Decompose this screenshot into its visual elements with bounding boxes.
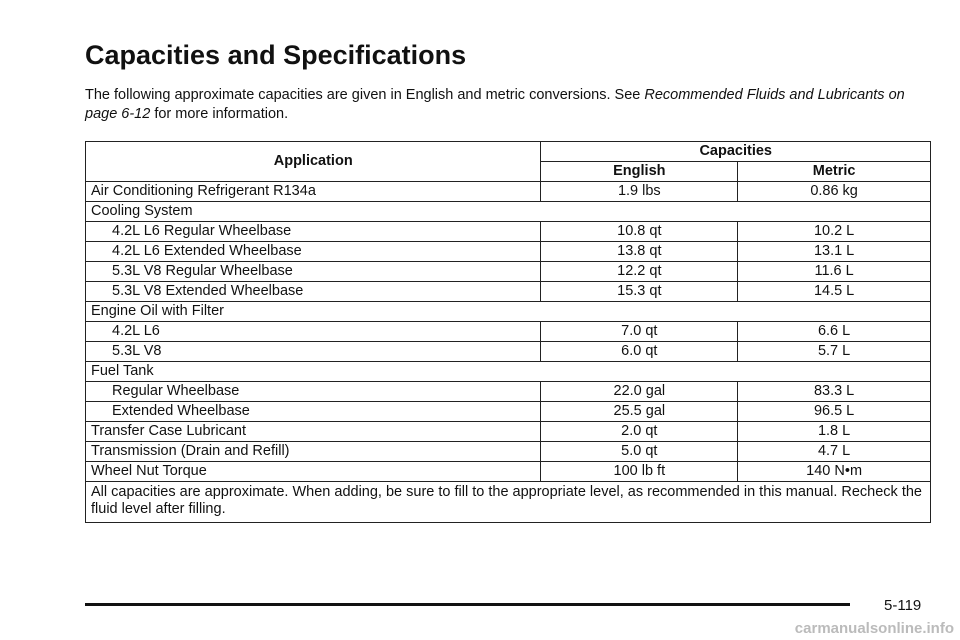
table-row: 5.3L V8 Regular Wheelbase 12.2 qt 11.6 L <box>84 261 931 282</box>
table-cell: 5.3L V8 Regular Wheelbase <box>84 261 542 282</box>
header-row: English Metric <box>86 161 931 182</box>
table-cell: 11.6 L <box>737 261 931 282</box>
header-cell: English <box>540 161 739 182</box>
table-cell: 7.0 qt <box>540 321 739 342</box>
table-cell: Air Conditioning Refrigerant R134a <box>84 181 542 202</box>
intro-text: for more information. <box>150 106 289 122</box>
header-cell: Capacities <box>540 141 931 162</box>
section-row: Cooling System <box>85 201 931 222</box>
table-cell: 1.8 L <box>737 421 931 442</box>
table-cell: Transfer Case Lubricant <box>84 421 542 442</box>
header-cell: Application <box>84 141 542 182</box>
table-cell: 140 N•m <box>737 461 931 482</box>
table-cell: 4.7 L <box>737 441 931 462</box>
table-cell: 12.2 qt <box>540 261 739 282</box>
table-row: Wheel Nut Torque 100 lb ft 140 N•m <box>84 461 931 482</box>
table-cell: 5.7 L <box>737 341 931 362</box>
table-cell: 2.0 qt <box>540 421 739 442</box>
table-cell: 6.6 L <box>737 321 931 342</box>
title: Capacities and Specifications <box>85 40 467 70</box>
section-label: Fuel Tank <box>85 361 931 382</box>
table-row: Regular Wheelbase 22.0 gal 83.3 L <box>84 381 931 402</box>
section-label: Engine Oil with Filter <box>85 301 931 322</box>
section-row: Fuel Tank <box>85 361 931 382</box>
table-cell: 1.9 lbs <box>540 181 739 202</box>
table-row: 5.3L V8 6.0 qt 5.7 L <box>84 341 931 362</box>
watermark: carmanualsonline.info <box>794 620 954 637</box>
footer-rule <box>85 603 850 606</box>
table-row: 4.2L L6 Extended Wheelbase 13.8 qt 13.1 L <box>84 241 931 262</box>
note: All capacities are approximate. When add… <box>85 481 931 523</box>
intro: The following approximate capacities are… <box>85 86 930 124</box>
table-cell: 5.3L V8 Extended Wheelbase <box>84 281 542 302</box>
table-cell: Extended Wheelbase <box>84 401 542 422</box>
table-cell: 4.2L L6 Regular Wheelbase <box>84 221 542 242</box>
table-cell: 5.0 qt <box>540 441 739 462</box>
table-cell: 100 lb ft <box>540 461 739 482</box>
note-row: All capacities are approximate. When add… <box>85 481 931 523</box>
table-cell: 14.5 L <box>737 281 931 302</box>
table-cell: Regular Wheelbase <box>84 381 542 402</box>
intro-link[interactable]: Recommended Fluids and Lubricants on pag… <box>85 87 905 122</box>
table-cell: 10.2 L <box>737 221 931 242</box>
table-cell: 0.86 kg <box>737 181 931 202</box>
table-row: Extended Wheelbase 25.5 gal 96.5 L <box>84 401 931 422</box>
table-cell: 6.0 qt <box>540 341 739 362</box>
table-row: 4.2L L6 Regular Wheelbase 10.8 qt 10.2 L <box>84 221 931 242</box>
table-cell: 96.5 L <box>737 401 931 422</box>
table-cell: 15.3 qt <box>540 281 739 302</box>
header-cell: Metric <box>737 161 931 182</box>
table-cell: 25.5 gal <box>540 401 739 422</box>
table-row: 4.2L L6 7.0 qt 6.6 L <box>84 321 931 342</box>
table-cell: Wheel Nut Torque <box>84 461 542 482</box>
page-number: 5-119 <box>884 597 922 614</box>
table-cell: 22.0 gal <box>540 381 739 402</box>
table-cell: 13.1 L <box>737 241 931 262</box>
table-cell: 83.3 L <box>737 381 931 402</box>
table-cell: 5.3L V8 <box>84 341 542 362</box>
table-row: Transmission (Drain and Refill) 5.0 qt 4.7… <box>84 441 931 462</box>
table-cell: 4.2L L6 Extended Wheelbase <box>84 241 542 262</box>
section-label: Cooling System <box>85 201 931 222</box>
capacities-table: Application Capacities English Metric Ai… <box>84 141 931 523</box>
table-cell: 10.8 qt <box>540 221 739 242</box>
table-cell: 13.8 qt <box>540 241 739 262</box>
intro-text: The following approximate capacities are… <box>85 87 645 103</box>
table-row: 5.3L V8 Extended Wheelbase 15.3 qt 14.5 L <box>84 281 931 302</box>
header-row: Application Capacities <box>84 141 931 182</box>
table-cell: Transmission (Drain and Refill) <box>84 441 542 462</box>
table-cell: 4.2L L6 <box>84 321 542 342</box>
section-row: Engine Oil with Filter <box>85 301 931 322</box>
table-row: Transfer Case Lubricant 2.0 qt 1.8 L <box>84 421 931 442</box>
table-row: Air Conditioning Refrigerant R134a 1.9 lb… <box>84 181 931 202</box>
